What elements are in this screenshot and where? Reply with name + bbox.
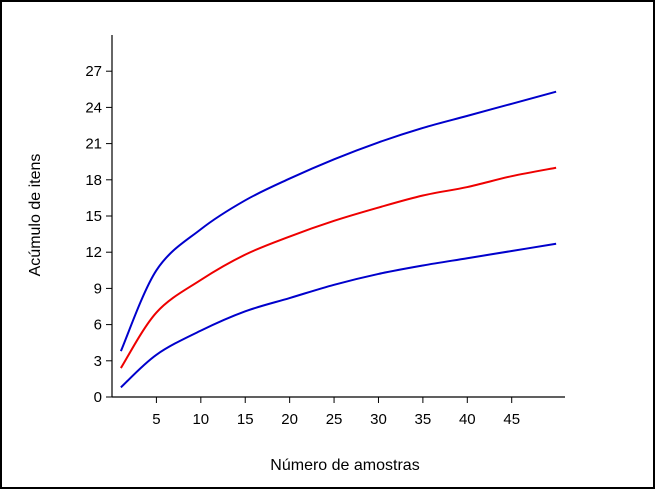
series-line-3 bbox=[120, 242, 557, 389]
y-tick-label: 3 bbox=[94, 353, 102, 370]
x-tick-label: 10 bbox=[192, 411, 209, 428]
x-axis-label: Número de amostras bbox=[270, 457, 419, 474]
x-tick-label: 5 bbox=[152, 411, 160, 428]
y-tick-label: 6 bbox=[94, 317, 102, 334]
x-tick-label: 35 bbox=[415, 411, 432, 428]
x-tick-label: 45 bbox=[503, 411, 520, 428]
y-tick-label: 21 bbox=[85, 136, 102, 153]
x-tick-label: 20 bbox=[281, 411, 298, 428]
x-tick-label: 30 bbox=[370, 411, 387, 428]
series-line-2 bbox=[120, 166, 557, 369]
y-tick-label: 0 bbox=[94, 389, 102, 406]
y-tick-label: 12 bbox=[85, 244, 102, 261]
y-tick-label: 27 bbox=[85, 63, 102, 80]
y-tick-label: 24 bbox=[85, 99, 102, 116]
y-tick-label: 9 bbox=[94, 280, 102, 297]
plot-area: 0 3 6 9 12 15 18 21 24 27 5 10 15 20 25 30 35 40 45 bbox=[85, 35, 565, 428]
y-tick-label: 18 bbox=[85, 172, 102, 189]
y-axis-label: Acúmulo de itens bbox=[27, 154, 44, 277]
x-tick-label: 40 bbox=[459, 411, 476, 428]
series-line-1 bbox=[119, 90, 557, 352]
x-tick-label: 25 bbox=[326, 411, 343, 428]
y-tick-label: 15 bbox=[85, 208, 102, 225]
x-tick-label: 15 bbox=[237, 411, 254, 428]
